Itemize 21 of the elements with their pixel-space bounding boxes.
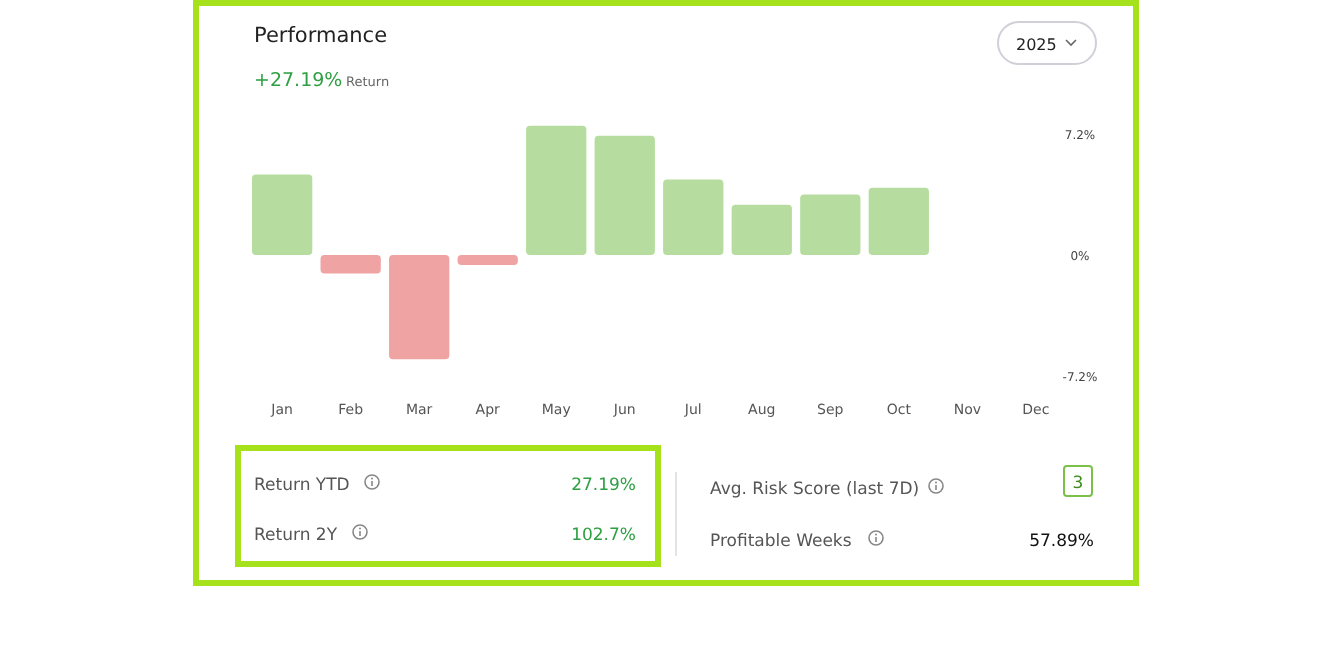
bar <box>457 255 518 266</box>
text: Avg. Risk Score (last 7D) <box>710 480 920 500</box>
text: 57.89% <box>1029 532 1094 552</box>
text: 27.19% <box>571 476 636 496</box>
bar <box>252 174 313 256</box>
bar <box>731 204 792 256</box>
bar <box>389 255 450 360</box>
text: Profitable Weeks <box>710 532 853 552</box>
bar <box>800 194 861 256</box>
text: Return 2Y <box>254 526 339 546</box>
text: +27.19% <box>254 70 343 92</box>
text: Return YTD <box>254 476 351 496</box>
bar <box>594 135 655 256</box>
bar <box>868 187 929 256</box>
bar <box>526 125 587 256</box>
bar <box>320 255 381 274</box>
year-dropdown: 2025 <box>997 21 1097 65</box>
chart-title: Performance <box>254 24 388 48</box>
bar <box>663 179 724 256</box>
text: 3 <box>1072 474 1084 494</box>
text: 102.7% <box>571 526 636 546</box>
